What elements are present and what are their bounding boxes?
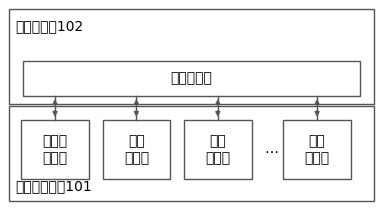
Text: 监测管理单元101: 监测管理单元101 bbox=[15, 179, 92, 193]
FancyBboxPatch shape bbox=[9, 106, 374, 201]
Text: 多业务网公102: 多业务网公102 bbox=[15, 19, 83, 33]
FancyBboxPatch shape bbox=[283, 120, 351, 179]
FancyBboxPatch shape bbox=[23, 61, 360, 96]
Text: 串口服务器: 串口服务器 bbox=[170, 71, 213, 85]
FancyBboxPatch shape bbox=[9, 9, 374, 104]
Text: 噪声
传感器: 噪声 传感器 bbox=[124, 134, 149, 165]
Text: …: … bbox=[264, 142, 278, 156]
FancyBboxPatch shape bbox=[103, 120, 170, 179]
Text: 温湿度
传感器: 温湿度 传感器 bbox=[43, 134, 67, 165]
FancyBboxPatch shape bbox=[21, 120, 89, 179]
FancyBboxPatch shape bbox=[184, 120, 252, 179]
Text: 粉尘
传感器: 粉尘 传感器 bbox=[304, 134, 330, 165]
Text: 风速
传感器: 风速 传感器 bbox=[205, 134, 230, 165]
